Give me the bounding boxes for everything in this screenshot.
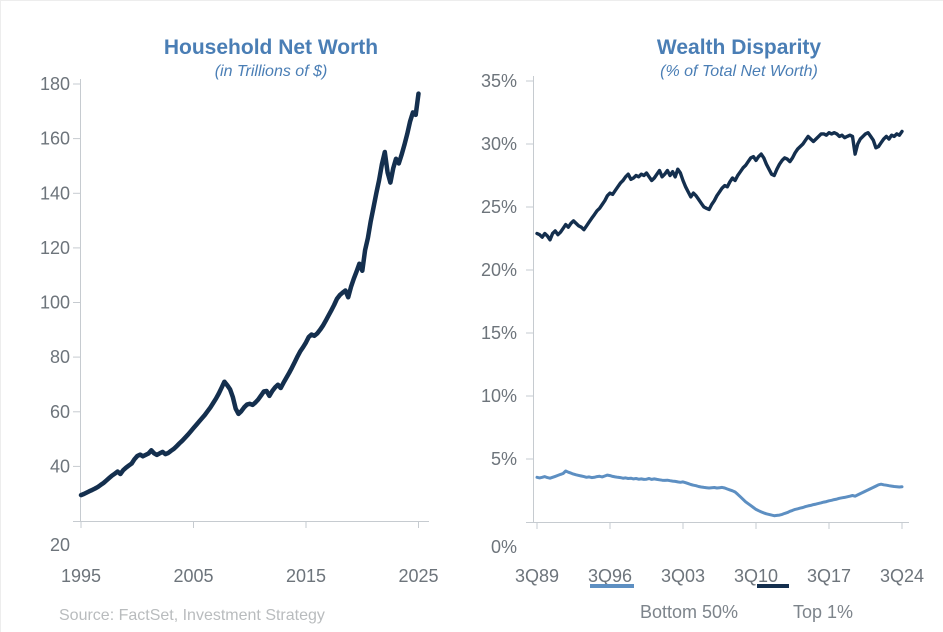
y-tick-label: 25% (481, 197, 517, 217)
y-tick-label: 35% (481, 71, 517, 91)
y-tick-label: 30% (481, 134, 517, 154)
x-tick-label: 3Q96 (588, 566, 632, 586)
y-tick-label: 20% (481, 260, 517, 280)
x-tick-label: 1995 (61, 566, 101, 586)
y-tick-label: 140 (40, 183, 70, 203)
y-tick-label: 180 (40, 74, 70, 94)
y-tick-label: 20 (50, 535, 70, 555)
x-tick-label: 3Q89 (515, 566, 559, 586)
chart-title: Household Net Worth (164, 36, 378, 59)
x-tick-label: 3Q03 (661, 566, 705, 586)
wealth-disparity-chart: Wealth Disparity (% of Total Net Worth) … (481, 36, 924, 622)
chart-title: Wealth Disparity (657, 36, 821, 59)
y-tick-label: 5% (491, 449, 517, 469)
x-axis (73, 521, 429, 528)
x-tick-label: 2005 (173, 566, 213, 586)
y-axis (526, 76, 534, 523)
source-note: Source: FactSet, Investment Strategy (59, 607, 325, 624)
x-axis-labels: 3Q89 3Q96 3Q03 3Q10 3Q17 3Q24 (515, 566, 924, 586)
x-tick-label: 2015 (286, 566, 326, 586)
y-tick-label: 80 (50, 347, 70, 367)
y-tick-label: 160 (40, 129, 70, 149)
x-tick-label: 3Q17 (807, 566, 851, 586)
y-tick-label: 100 (40, 293, 70, 313)
x-tick-label: 2025 (398, 566, 438, 586)
household-net-worth-chart: Household Net Worth (in Trillions of $) … (40, 36, 439, 586)
y-tick-label: 15% (481, 323, 517, 343)
y-tick-label: 10% (481, 386, 517, 406)
chart-subtitle: (in Trillions of $) (215, 63, 328, 80)
x-axis (526, 522, 909, 529)
y-tick-label: 120 (40, 238, 70, 258)
legend-label-bottom-50: Bottom 50% (640, 602, 738, 622)
y-tick-label: 60 (50, 402, 70, 422)
y-axis-labels: 35% 30% 25% 20% 15% 10% 5% 0% (481, 71, 517, 557)
y-tick-label: 0% (491, 537, 517, 557)
chart-subtitle: (% of Total Net Worth) (660, 63, 818, 80)
net-worth-line (78, 91, 421, 498)
legend: Bottom 50% Top 1% (590, 584, 853, 622)
x-axis-labels: 1995 2005 2015 2025 (61, 566, 439, 586)
x-tick-label: 3Q10 (734, 566, 778, 586)
top-1-line (535, 129, 904, 242)
x-tick-label: 3Q24 (880, 566, 924, 586)
legend-label-top-1: Top 1% (793, 602, 853, 622)
y-axis (73, 79, 81, 522)
y-tick-label: 40 (50, 456, 70, 476)
y-axis-labels: 180 160 140 120 100 80 60 40 20 (40, 74, 70, 555)
bottom-50-line (535, 469, 904, 518)
